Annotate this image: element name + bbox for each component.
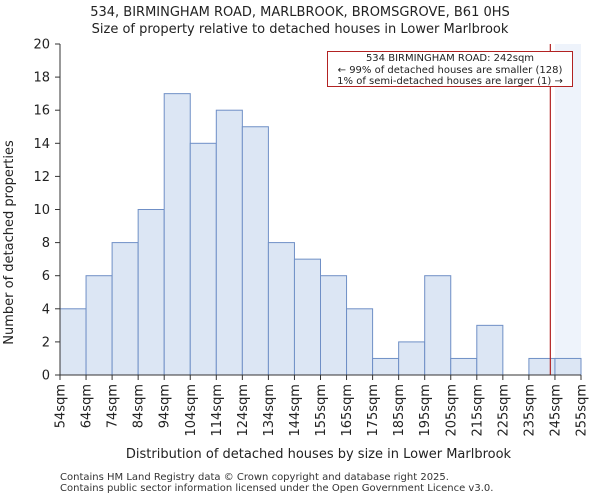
property-address-title: 534, BIRMINGHAM ROAD, MARLBROOK, BROMSGR…	[90, 5, 510, 20]
y-tick-label: 0	[42, 369, 50, 384]
chart-title-block: 534, BIRMINGHAM ROAD, MARLBROOK, BROMSGR…	[0, 4, 600, 38]
y-tick-label: 10	[33, 203, 50, 218]
y-tick-label: 18	[33, 71, 50, 86]
histogram-bar	[163, 93, 191, 376]
histogram-bar	[554, 357, 582, 376]
x-tick-label: 225sqm	[496, 384, 511, 437]
x-tick-label: 124sqm	[236, 384, 251, 437]
histogram-bar	[450, 357, 478, 376]
x-tick-label: 235sqm	[522, 384, 537, 437]
x-tick-label: 144sqm	[288, 384, 303, 437]
histogram-bar	[372, 357, 400, 376]
histogram-bar	[398, 341, 426, 376]
x-tick-label: 185sqm	[392, 384, 407, 437]
histogram-bar	[85, 275, 113, 376]
annotation-line-2: ← 99% of detached houses are smaller (12…	[337, 64, 563, 76]
x-axis-label: Distribution of detached houses by size …	[126, 447, 512, 462]
histogram-bar	[111, 242, 139, 376]
annotation-line-1: 534 BIRMINGHAM ROAD: 242sqm	[365, 53, 535, 64]
x-tick-label: 114sqm	[210, 384, 225, 437]
histogram-bar	[267, 242, 295, 376]
y-tick-label: 2	[42, 335, 50, 350]
histogram-bar	[137, 209, 165, 376]
x-tick-label: 64sqm	[80, 384, 95, 428]
x-tick-label: 94sqm	[158, 384, 173, 428]
x-tick-label: 134sqm	[262, 384, 277, 437]
chart-subtitle: Size of property relative to detached ho…	[91, 22, 509, 37]
y-tick-label: 4	[42, 302, 50, 317]
y-tick-label: 14	[33, 137, 50, 152]
x-tick-label: 104sqm	[184, 384, 199, 437]
y-tick-label: 16	[33, 104, 50, 119]
histogram-bar	[424, 275, 452, 376]
histogram-bar	[476, 324, 504, 376]
x-tick-label: 155sqm	[314, 384, 329, 437]
histogram-bar	[59, 308, 87, 376]
x-tick-label: 54sqm	[54, 384, 69, 428]
histogram-bar	[320, 275, 348, 376]
y-tick-label: 20	[33, 38, 50, 53]
x-tick-label: 245sqm	[548, 384, 563, 437]
x-tick-label: 84sqm	[132, 384, 147, 428]
x-tick-label: 175sqm	[366, 384, 381, 437]
y-tick-label: 12	[33, 170, 50, 185]
highlight-region	[554, 44, 581, 375]
x-tick-label: 205sqm	[444, 384, 459, 437]
attribution-footer: Contains HM Land Registry data © Crown c…	[60, 472, 493, 494]
y-tick-label: 6	[42, 269, 50, 284]
marker-annotation-box: 534 BIRMINGHAM ROAD: 242sqm ← 99% of det…	[327, 51, 573, 87]
histogram-bar	[189, 142, 217, 376]
histogram-bar	[215, 109, 243, 376]
x-tick-label: 255sqm	[575, 384, 590, 437]
y-axis-label: Number of detached properties	[2, 140, 17, 345]
footer-line-1: Contains HM Land Registry data © Crown c…	[60, 472, 449, 483]
annotation-line-3: 1% of semi-detached houses are larger (1…	[337, 76, 563, 87]
histogram-bar	[346, 308, 374, 376]
x-tick-label: 74sqm	[106, 384, 121, 428]
histogram-bar	[293, 258, 322, 376]
histogram-bar	[528, 357, 556, 376]
x-tick-label: 165sqm	[340, 384, 355, 437]
histogram-bar	[241, 126, 269, 376]
y-tick-label: 8	[42, 236, 50, 251]
x-tick-label: 195sqm	[418, 384, 433, 437]
footer-line-2: Contains public sector information licen…	[60, 483, 494, 494]
x-tick-label: 215sqm	[470, 384, 485, 437]
